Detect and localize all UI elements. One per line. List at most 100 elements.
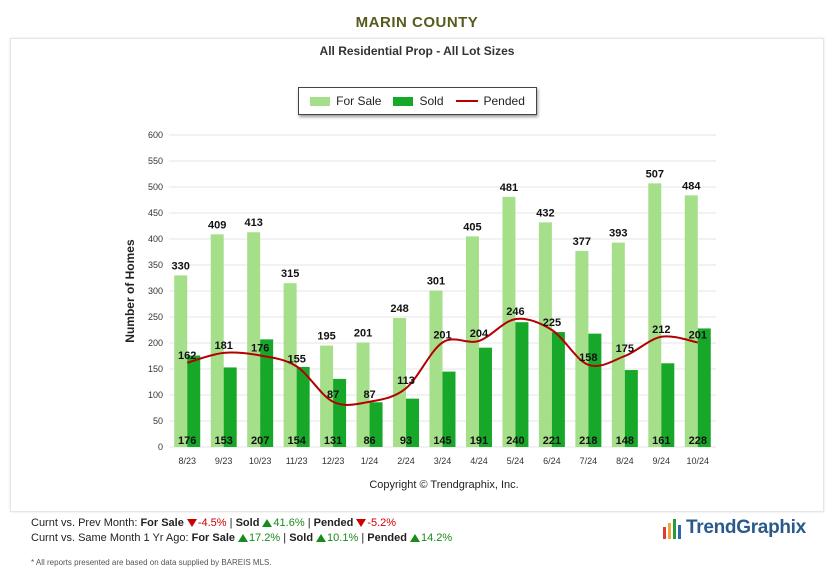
for-sale-data-label: 195 xyxy=(317,331,335,343)
y-tick-label: 100 xyxy=(148,390,163,400)
x-tick-label: 3/24 xyxy=(434,456,452,466)
down-arrow-icon xyxy=(186,519,197,528)
for-sale-data-label: 481 xyxy=(500,182,518,194)
footer-sep: | xyxy=(283,532,287,544)
bar-sold xyxy=(624,370,638,447)
pended-swatch xyxy=(455,100,478,102)
for-sale-data-label: 301 xyxy=(427,275,445,287)
bar-for-sale xyxy=(393,318,407,447)
y-tick-label: 300 xyxy=(148,286,163,296)
county-title: MARIN COUNTY xyxy=(355,14,479,31)
chart-subtitle: All Residential Prop - All Lot Sizes xyxy=(319,44,515,58)
y-tick-label: 550 xyxy=(148,156,163,166)
bar-sold xyxy=(333,378,347,447)
data-source-note: * All reports presented are based on dat… xyxy=(31,558,272,567)
bar-sold xyxy=(260,339,274,447)
for-sale-data-label: 507 xyxy=(646,168,664,180)
for-sale-data-label: 409 xyxy=(208,219,226,231)
pended-data-label: 162 xyxy=(178,350,196,362)
bar-for-sale xyxy=(538,222,552,447)
pended-data-label: 158 xyxy=(579,352,597,364)
logo-text: TrendGraphix xyxy=(686,517,806,538)
sold-data-label: 148 xyxy=(616,435,634,447)
legend-for-sale-label: For Sale xyxy=(336,94,382,108)
x-tick-label: 9/24 xyxy=(653,456,671,466)
for-sale-data-label: 405 xyxy=(463,221,481,233)
sold-data-label: 191 xyxy=(470,435,488,447)
y-tick-label: 400 xyxy=(148,234,163,244)
x-tick-label: 8/24 xyxy=(616,456,634,466)
bar-for-sale xyxy=(356,342,370,447)
x-tick-label: 2/24 xyxy=(397,456,415,466)
footer-row2-label: Curnt vs. Same Month 1 Yr Ago: xyxy=(31,532,189,544)
y-tick-label: 350 xyxy=(148,260,163,270)
pended-data-label: 181 xyxy=(215,340,233,352)
sold-data-label: 131 xyxy=(324,435,342,447)
bar-for-sale xyxy=(684,195,698,447)
footer-prev-month: Curnt vs. Prev Month: For Sale -4.5% | So… xyxy=(31,517,396,529)
pended-data-label: 212 xyxy=(652,324,670,336)
footer-row2-for-sale-val: 17.2% xyxy=(249,532,281,544)
x-tick-label: 4/24 xyxy=(470,456,488,466)
pended-data-label: 175 xyxy=(616,343,634,355)
bar-sold xyxy=(442,371,456,447)
up-arrow-icon xyxy=(316,534,327,543)
for-sale-data-label: 413 xyxy=(244,217,262,229)
for-sale-data-label: 201 xyxy=(354,327,372,339)
legend-pended[interactable]: Pended xyxy=(455,94,525,108)
for-sale-data-label: 484 xyxy=(682,180,701,192)
bar-for-sale xyxy=(648,183,662,448)
legend-for-sale[interactable]: For Sale xyxy=(310,94,381,108)
up-arrow-icon xyxy=(262,519,273,528)
y-tick-label: 500 xyxy=(148,182,163,192)
x-tick-label: 7/24 xyxy=(580,456,598,466)
legend-pended-label: Pended xyxy=(483,94,525,108)
sold-data-label: 154 xyxy=(287,435,306,447)
footer-row2-sold-label: Sold xyxy=(289,532,314,544)
y-axis-title: Number of Homes xyxy=(123,239,137,343)
sold-data-label: 240 xyxy=(506,435,524,447)
bar-sold xyxy=(406,398,420,447)
down-arrow-icon xyxy=(356,519,367,528)
footer-row2-sold-val: 10.1% xyxy=(327,532,359,544)
up-arrow-icon xyxy=(409,534,420,543)
legend-sold[interactable]: Sold xyxy=(393,94,444,108)
y-tick-label: 50 xyxy=(153,416,163,426)
bar-for-sale xyxy=(611,242,625,447)
sold-data-label: 153 xyxy=(215,435,233,447)
sold-data-label: 207 xyxy=(251,435,269,447)
y-tick-label: 250 xyxy=(148,312,163,322)
sold-data-label: 221 xyxy=(543,435,561,447)
bar-sold xyxy=(223,367,237,447)
bar-for-sale xyxy=(174,275,188,447)
footer-row2-for-sale-label: For Sale xyxy=(191,532,236,544)
sold-data-label: 161 xyxy=(652,435,670,447)
for-sale-data-label: 330 xyxy=(172,260,190,272)
x-tick-label: 11/23 xyxy=(286,456,308,466)
for-sale-data-label: 393 xyxy=(609,228,627,240)
x-tick-label: 10/23 xyxy=(249,456,272,466)
bar-for-sale xyxy=(247,232,261,447)
sold-data-label: 176 xyxy=(178,435,196,447)
bar-sold xyxy=(478,347,492,447)
bar-for-sale xyxy=(575,250,589,447)
copyright-text: Copyright © Trendgraphix, Inc. xyxy=(369,479,518,491)
pended-data-label: 87 xyxy=(363,389,375,401)
footer-year-ago: Curnt vs. Same Month 1 Yr Ago: For Sale 1… xyxy=(31,532,452,544)
footer-row1-for-sale-label: For Sale xyxy=(140,517,184,529)
x-tick-label: 10/24 xyxy=(687,456,710,466)
footer-sep: | xyxy=(229,517,233,529)
footer-row1-pended-label: Pended xyxy=(313,517,354,529)
trendgraphix-logo[interactable]: TrendGraphix xyxy=(662,517,806,539)
y-tick-label: 450 xyxy=(148,208,163,218)
y-tick-label: 200 xyxy=(148,338,163,348)
logo-bars-icon xyxy=(663,519,681,539)
for-sale-data-label: 315 xyxy=(281,268,299,280)
sold-data-label: 228 xyxy=(689,435,707,447)
up-arrow-icon xyxy=(238,534,249,543)
pended-data-label: 204 xyxy=(470,328,489,340)
bar-sold xyxy=(296,366,310,447)
pended-data-label: 201 xyxy=(689,329,707,341)
x-tick-label: 8/23 xyxy=(178,456,196,466)
